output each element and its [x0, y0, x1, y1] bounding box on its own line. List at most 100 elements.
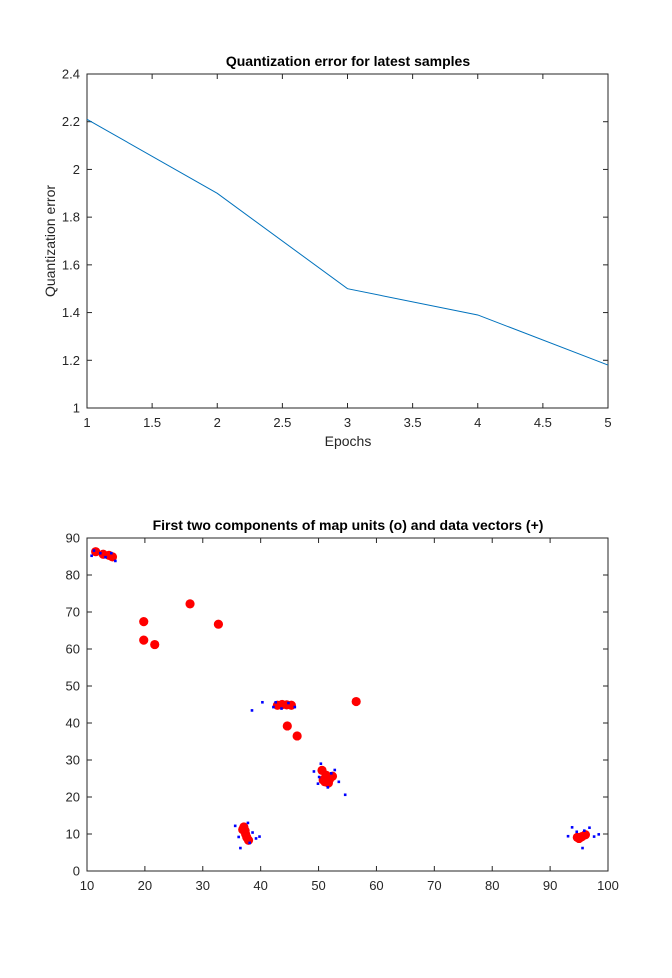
data-vector-point — [333, 768, 337, 772]
series-line — [86, 118, 609, 366]
y-tick-label: 50 — [66, 679, 80, 694]
y-tick-label: 60 — [66, 642, 80, 657]
map-unit-point — [185, 599, 195, 609]
y-tick-label: 80 — [66, 568, 80, 583]
data-vector-point — [312, 770, 316, 773]
data-vector-point — [287, 701, 290, 705]
data-vector-point — [566, 834, 570, 838]
y-tick-label: 70 — [66, 605, 80, 620]
data-vector-point — [90, 554, 93, 558]
series-group — [90, 547, 601, 850]
data-vector-point — [237, 835, 240, 839]
data-vector-point — [293, 705, 297, 709]
y-tick-label: 0 — [73, 864, 80, 879]
x-tick-label: 4 — [474, 415, 481, 430]
map-unit-point — [351, 696, 361, 707]
x-tick-label: 40 — [253, 878, 267, 893]
map-unit-point — [213, 619, 224, 629]
y-tick-label: 1.6 — [62, 257, 80, 272]
plot-area-frame — [86, 73, 609, 409]
chart-title: Quantization error for latest samples — [226, 53, 470, 69]
data-vector-point — [274, 700, 278, 704]
data-vector-point — [261, 700, 264, 704]
x-tick-label: 90 — [543, 878, 557, 893]
x-tick-label: 60 — [369, 878, 383, 893]
y-tick-label: 2 — [73, 162, 80, 177]
x-tick-group: 10 20 30 40 50 60 70 80 90 100 — [80, 538, 619, 893]
data-vector-point — [588, 826, 591, 830]
x-tick-label: 100 — [597, 878, 619, 893]
y-tick-label: 40 — [66, 716, 80, 731]
x-tick-group: 1 1.5 2 2.5 3 3.5 4 4.5 5 — [83, 74, 612, 430]
data-vector-point — [272, 705, 275, 709]
x-tick-label: 2 — [214, 415, 221, 430]
data-vector-point — [570, 826, 574, 829]
data-vector-point — [104, 555, 107, 559]
data-vector-point — [319, 762, 323, 765]
data-vector-point — [250, 709, 254, 712]
x-tick-label: 1.5 — [143, 415, 161, 430]
plot-area-frame — [86, 537, 609, 872]
data-vector-point — [233, 824, 237, 828]
data-vector-point — [581, 846, 584, 850]
data-vector-point — [592, 835, 596, 838]
map-unit-point — [139, 635, 149, 645]
y-tick-group: 1 1.2 1.4 1.6 1.8 2 2.2 2.4 — [62, 67, 608, 416]
data-vector-point — [317, 775, 321, 779]
x-tick-label: 2.5 — [273, 415, 291, 430]
data-vector-point — [258, 835, 261, 838]
map-unit-point — [107, 552, 118, 562]
data-vector-point — [343, 793, 347, 797]
data-vector-point — [251, 831, 254, 834]
map-unit-point — [574, 833, 584, 844]
map-unit-point — [139, 617, 149, 627]
x-tick-label: 80 — [485, 878, 499, 893]
y-tick-label: 1.2 — [62, 353, 80, 368]
data-vector-point — [316, 782, 320, 785]
y-axis-label: Quantization error — [42, 185, 58, 297]
x-tick-label: 30 — [196, 878, 210, 893]
x-tick-label: 20 — [138, 878, 152, 893]
x-tick-label: 3.5 — [404, 415, 422, 430]
map-unit-point — [282, 721, 292, 731]
y-tick-label: 30 — [66, 753, 80, 768]
x-axis-label: Epochs — [325, 433, 372, 449]
x-tick-label: 1 — [83, 415, 90, 430]
data-vector-point — [110, 551, 113, 555]
y-tick-label: 2.2 — [62, 114, 80, 129]
map-units-scatter-chart: First two components of map units (o) an… — [66, 517, 619, 893]
data-vector-point — [92, 549, 96, 552]
data-vector-point — [326, 786, 330, 789]
data-vector-point — [246, 821, 250, 825]
y-tick-label: 10 — [66, 827, 80, 842]
y-tick-label: 20 — [66, 790, 80, 805]
x-tick-label: 4.5 — [534, 415, 552, 430]
data-vector-point — [280, 707, 283, 710]
x-tick-label: 70 — [427, 878, 441, 893]
data-vector-point — [582, 829, 586, 832]
map-unit-point — [292, 731, 302, 741]
data-vector-point — [114, 559, 117, 563]
y-tick-label: 2.4 — [62, 67, 80, 82]
data-vector-point — [99, 551, 102, 555]
y-tick-label: 90 — [66, 531, 80, 546]
y-tick-label: 1 — [73, 401, 80, 416]
data-vector-point — [254, 837, 258, 840]
data-vector-point — [248, 841, 251, 845]
data-vector-point — [329, 772, 333, 775]
x-tick-label: 10 — [80, 878, 94, 893]
data-vector-point — [337, 780, 341, 784]
y-tick-group: 0 10 20 30 40 50 60 70 80 90 — [66, 531, 608, 879]
x-tick-label: 5 — [604, 415, 611, 430]
data-vector-point — [575, 830, 579, 834]
map-unit-point — [238, 824, 248, 835]
x-tick-label: 3 — [344, 415, 351, 430]
y-tick-label: 1.8 — [62, 210, 80, 225]
map-unit-point — [323, 778, 333, 788]
chart-title: First two components of map units (o) an… — [153, 517, 544, 533]
series-group — [86, 118, 609, 366]
y-tick-label: 1.4 — [62, 305, 80, 320]
x-tick-label: 50 — [311, 878, 325, 893]
